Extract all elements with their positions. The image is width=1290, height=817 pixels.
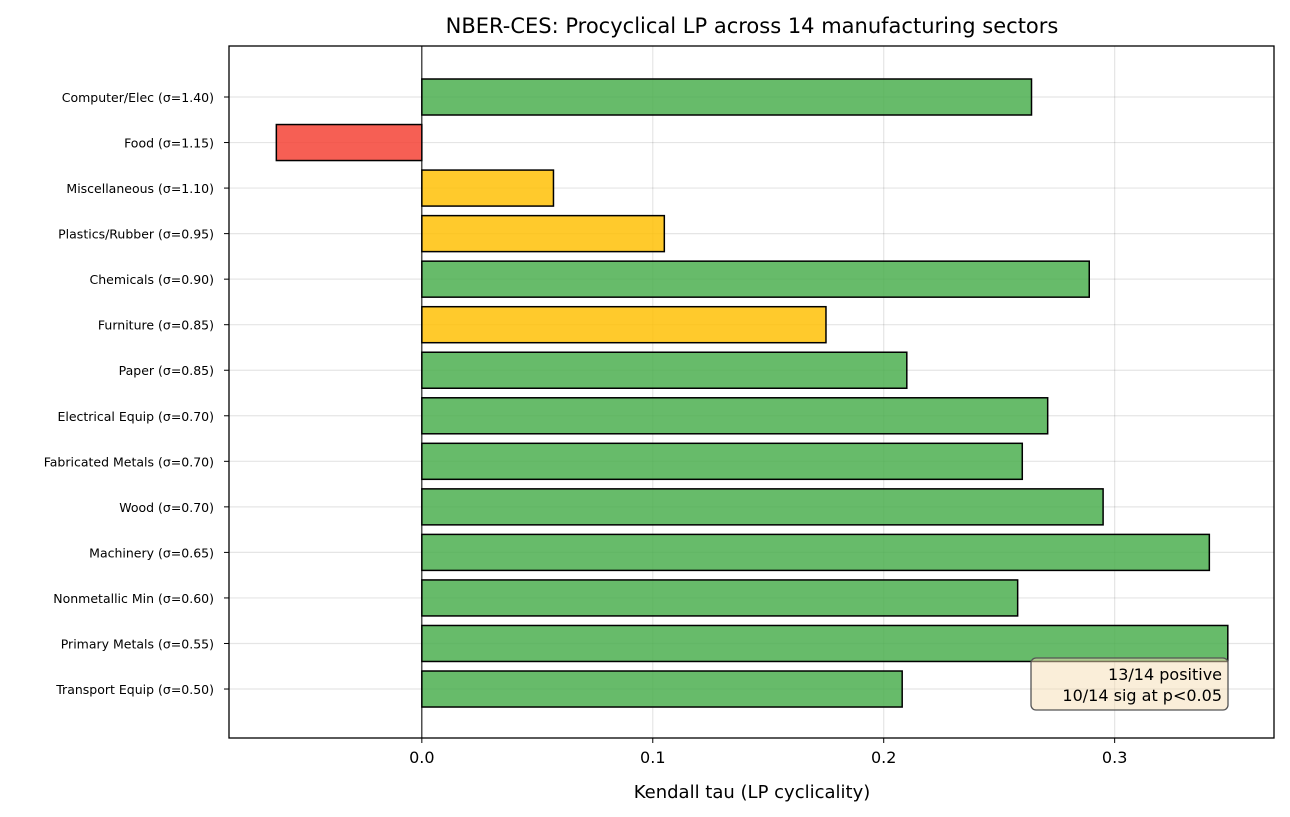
bar [421,533,1211,572]
x-axis-ticks: 0.0 0.1 0.2 0.3 [409,738,1127,767]
annotation-box: 13/14 positive 10/14 sig at p<0.05 [1030,657,1229,711]
bar [421,78,1033,116]
bar [275,123,423,162]
y-tick-label: Food (σ=1.15) [124,136,214,151]
x-tick-label: 0.0 [409,748,434,767]
bar [421,260,1090,298]
y-tick-label: Wood (σ=0.70) [119,500,214,515]
bars [275,78,1229,708]
x-tick-label: 0.3 [1102,748,1127,767]
y-tick-label: Paper (σ=0.85) [119,363,214,378]
y-tick-label: Plastics/Rubber (σ=0.95) [58,227,214,242]
bar [421,579,1019,617]
y-tick-label: Transport Equip (σ=0.50) [55,682,214,697]
y-tick-label: Furniture (σ=0.85) [98,318,214,333]
x-axis-label: Kendall tau (LP cyclicality) [634,782,871,803]
bar [421,670,903,708]
y-tick-label: Electrical Equip (σ=0.70) [57,409,214,424]
annotation-line-2: 10/14 sig at p<0.05 [1062,686,1222,705]
plot-frame [228,45,1275,739]
bar [421,442,1024,481]
y-tick-label: Computer/Elec (σ=1.40) [62,90,214,105]
y-tick-label: Fabricated Metals (σ=0.70) [44,454,214,469]
x-tick-label: 0.1 [640,748,665,767]
bar [421,488,1104,526]
annotation-line-1: 13/14 positive [1108,665,1222,684]
y-axis-ticks: Computer/Elec (σ=1.40) Food (σ=1.15) Misce… [44,90,229,697]
y-tick-label: Machinery (σ=0.65) [89,545,214,560]
bar [421,397,1049,435]
bar [421,214,666,253]
y-tick-label: Miscellaneous (σ=1.10) [66,181,214,196]
chart-title: NBER-CES: Procyclical LP across 14 manuf… [446,14,1059,38]
y-tick-label: Primary Metals (σ=0.55) [61,636,214,651]
bar [421,624,1229,663]
x-tick-label: 0.2 [871,748,896,767]
y-tick-label: Nonmetallic Min (σ=0.60) [53,591,214,606]
bar [421,169,555,207]
bar [421,351,908,389]
bar [421,305,827,344]
y-tick-label: Chemicals (σ=0.90) [90,272,214,287]
